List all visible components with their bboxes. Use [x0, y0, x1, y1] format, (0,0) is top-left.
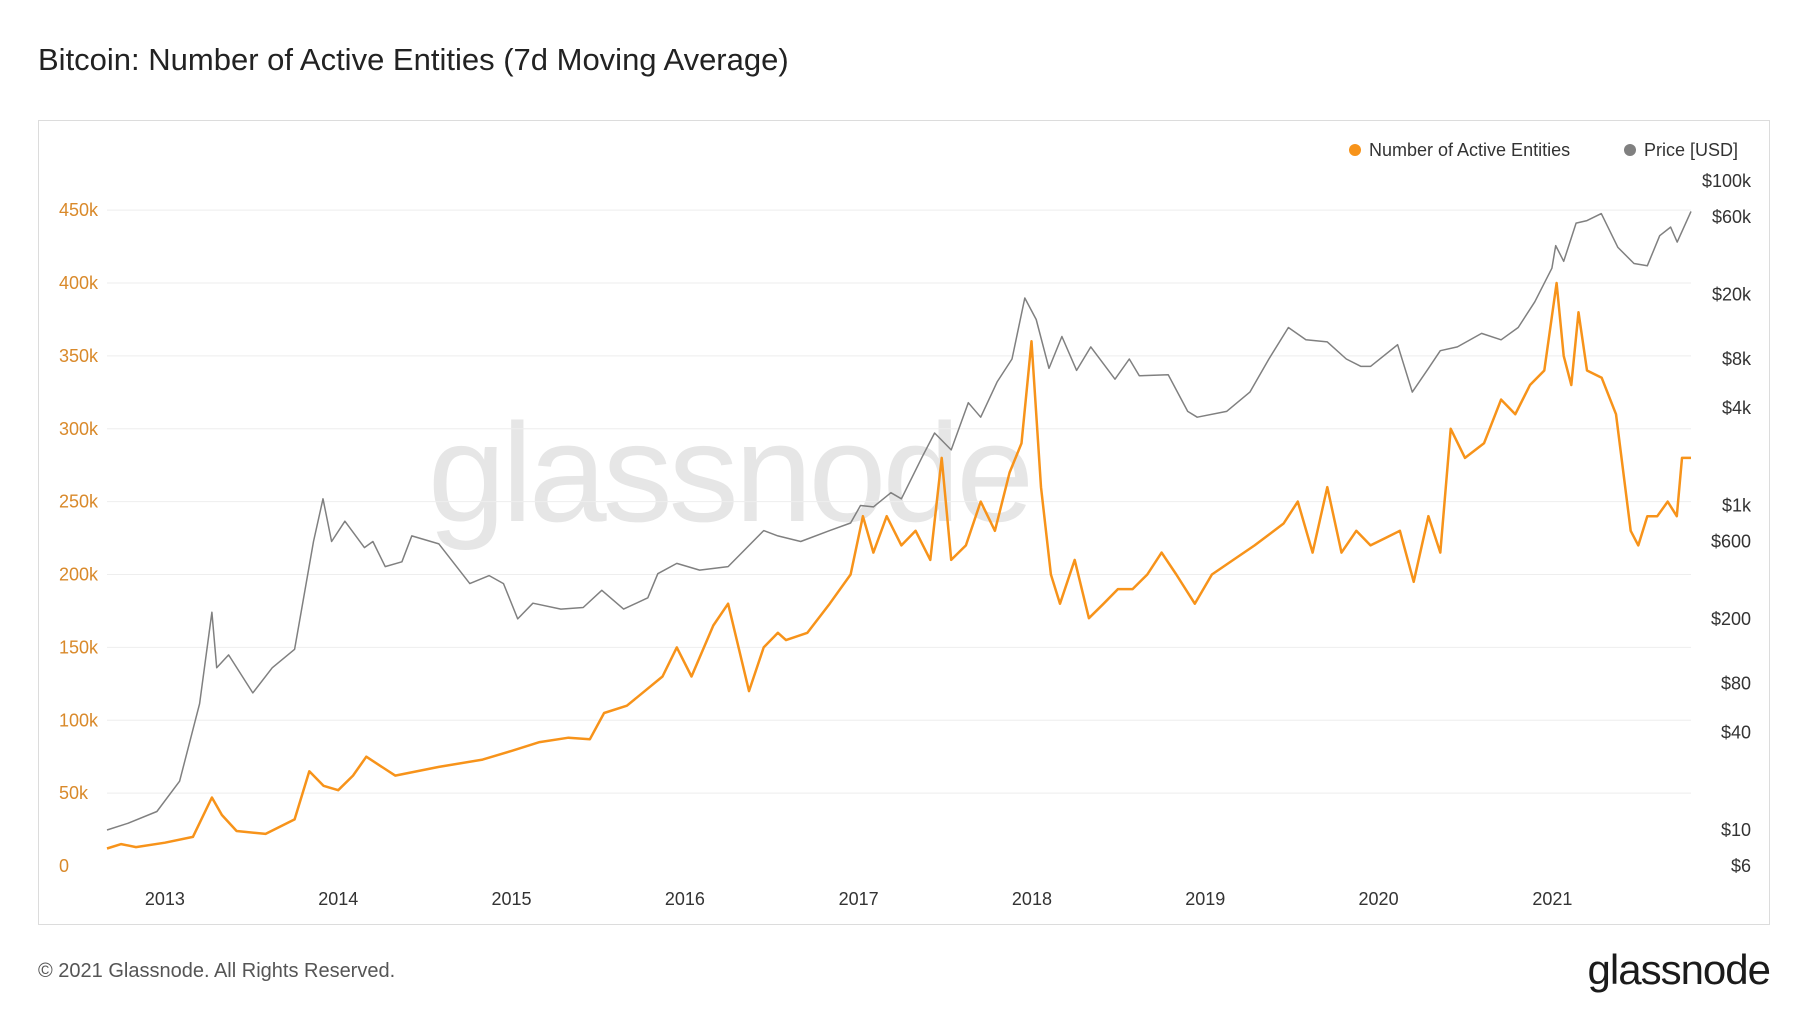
right-axis-tick: $20k [1712, 284, 1752, 304]
price-line [106, 211, 1692, 831]
legend-label-entities[interactable]: Number of Active Entities [1369, 140, 1570, 160]
left-axis-tick: 400k [59, 273, 99, 293]
copyright-footer: © 2021 Glassnode. All Rights Reserved. [38, 960, 396, 982]
legend-marker-entities [1349, 144, 1361, 156]
left-axis-tick: 100k [59, 710, 99, 730]
right-axis-tick: $600 [1711, 531, 1751, 551]
right-axis-tick: $6 [1731, 856, 1751, 876]
x-axis-tick: 2019 [1185, 889, 1225, 909]
right-axis-tick: $8k [1722, 349, 1752, 369]
entities-series [106, 281, 1691, 850]
chart-frame: glassnode 0 50k 100k 150k 200k 250k 300k 350k 40… [38, 120, 1770, 925]
legend-marker-price [1624, 144, 1636, 156]
right-axis-tick: $4k [1722, 398, 1752, 418]
left-axis-tick: 450k [59, 200, 99, 220]
left-axis-tick: 0 [59, 856, 69, 876]
x-axis-tick: 2015 [492, 889, 532, 909]
left-axis-tick: 300k [59, 419, 99, 439]
right-axis-tick: $100k [1702, 171, 1752, 191]
right-axis: $6 $10 $40 $80 $200 $600 $1k $4k $8k $20k $60k $100… [1702, 171, 1752, 876]
x-axis-tick: 2013 [145, 889, 185, 909]
right-axis-tick: $1k [1722, 496, 1752, 516]
x-axis-tick: 2021 [1532, 889, 1572, 909]
right-axis-tick: $60k [1712, 207, 1752, 227]
left-axis-tick: 250k [59, 492, 99, 512]
x-axis-tick: 2018 [1012, 889, 1052, 909]
left-axis-tick: 350k [59, 346, 99, 366]
left-axis-tick: 150k [59, 637, 99, 657]
right-axis-tick: $80 [1721, 673, 1751, 693]
legend[interactable]: Number of Active Entities Price [USD] [1349, 140, 1738, 160]
x-axis: 2013 2014 2015 2016 2017 2018 2019 2020 2021 [145, 889, 1572, 909]
right-axis-tick: $200 [1711, 609, 1751, 629]
right-axis-tick: $10 [1721, 820, 1751, 840]
chart-title: Bitcoin: Number of Active Entities (7d M… [38, 42, 789, 77]
legend-label-price[interactable]: Price [USD] [1644, 140, 1738, 160]
x-axis-tick: 2020 [1359, 889, 1399, 909]
x-axis-tick: 2014 [318, 889, 358, 909]
entities-line [106, 281, 1691, 850]
price-series [106, 211, 1692, 831]
x-axis-tick: 2016 [665, 889, 705, 909]
chart-svg: glassnode 050k100k150k200k250k300k350k40… [59, 140, 1752, 909]
left-axis: 0 50k 100k 150k 200k 250k 300k 350k 400k 450k [59, 200, 99, 876]
gridlines [107, 209, 1691, 794]
left-axis-tick: 200k [59, 565, 99, 585]
left-axis-tick: 50k [59, 783, 89, 803]
right-axis-tick: $40 [1721, 722, 1751, 742]
brand-logo[interactable]: glassnode [1587, 946, 1771, 993]
x-axis-tick: 2017 [839, 889, 879, 909]
